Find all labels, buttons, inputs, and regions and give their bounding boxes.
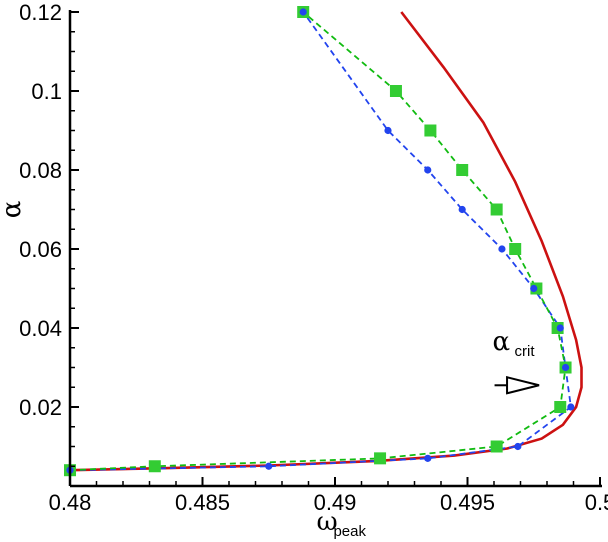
series-1-marker: [424, 454, 432, 462]
alpha-crit-annotation: α crit: [493, 327, 540, 395]
series-line-2: [69, 11, 567, 472]
series-1-marker: [514, 442, 522, 451]
alpha-crit-symbol: α: [493, 327, 511, 357]
series-2-marker: [490, 440, 503, 453]
x-tick-label: 0.49: [314, 490, 357, 515]
series-2-marker: [424, 124, 437, 137]
x-tick-label: 0.48: [49, 490, 92, 515]
series-1-marker: [458, 205, 466, 214]
series-1-marker: [424, 166, 432, 174]
series-1-marker: [384, 126, 392, 135]
plot-lines: [64, 6, 583, 477]
y-tick-label: 0.1: [31, 79, 62, 104]
y-tick-label: 0.04: [19, 316, 62, 341]
alpha-crit-arrow-head: [506, 375, 540, 395]
series-2-marker: [374, 452, 387, 465]
series-2-marker: [148, 460, 161, 473]
series-2-marker: [456, 164, 469, 176]
x-tick-label: 0.5: [585, 490, 608, 515]
x-axis-label-subscript: peak: [333, 523, 366, 540]
series-1-marker: [530, 284, 538, 293]
series-1-marker: [299, 8, 307, 16]
y-tick-label: 0.02: [19, 395, 62, 420]
series-2-marker: [389, 85, 402, 97]
series-1-marker: [567, 403, 575, 411]
series-2-marker: [554, 401, 567, 413]
series-line-1: [69, 11, 572, 472]
y-tick-label: 0.06: [19, 237, 62, 262]
series-1-marker: [556, 324, 564, 332]
alpha-crit-subscript: crit: [515, 343, 536, 360]
y-axis-label: α: [0, 201, 27, 219]
series-2-marker: [509, 243, 522, 255]
series-1-marker: [265, 462, 273, 470]
series-line-0: [69, 11, 583, 472]
y-tick-label: 0.08: [19, 158, 62, 183]
ticks: 0.48 0.485 0.49 0.495 0.5 0.02 0.04 0.06 0.08 0.1…: [19, 0, 608, 515]
y-tick-label: 0.12: [19, 0, 62, 25]
series-2-marker: [490, 203, 503, 216]
series-1-marker: [498, 245, 506, 253]
series-1-marker: [561, 363, 570, 372]
x-tick-label: 0.495: [440, 490, 495, 515]
x-axis-label: ω: [316, 507, 337, 537]
axes: [68, 10, 602, 488]
x-tick-label: 0.485: [175, 490, 230, 515]
